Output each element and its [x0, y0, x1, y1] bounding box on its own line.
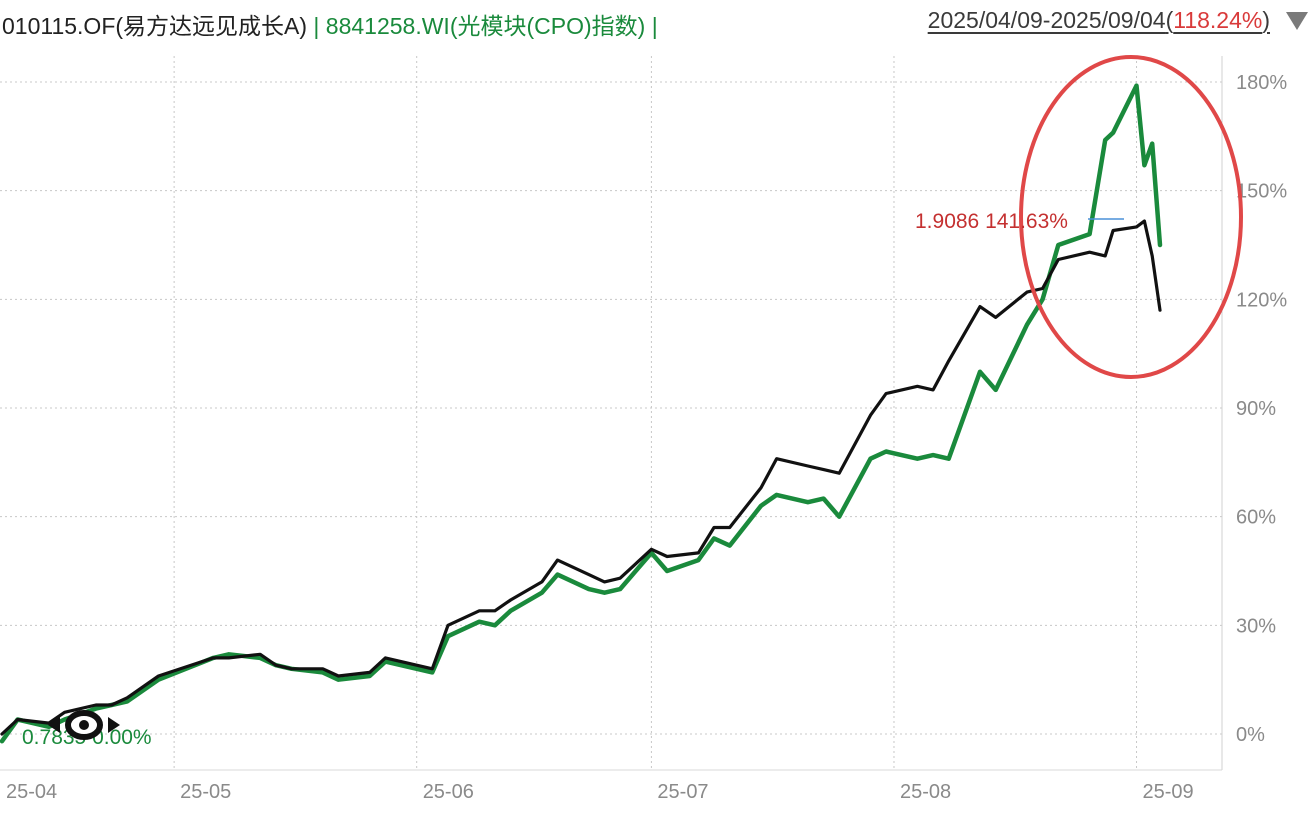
y-tick-label: 30%: [1236, 615, 1276, 637]
legend-header-series[interactable]: 010115.OF(易方达远见成长A) | 8841258.WI(光模块(CPO…: [2, 7, 658, 41]
fund-series-line[interactable]: [0, 219, 1162, 736]
grid: [0, 56, 1223, 771]
triangle-down-icon[interactable]: [1286, 12, 1308, 30]
x-tick-label: 25-05: [180, 781, 231, 803]
fund-series-label[interactable]: 010115.OF(易方达远见成长A): [2, 13, 308, 39]
index-series-label[interactable]: 8841258.WI(光模块(CPO)指数): [325, 13, 646, 39]
eye-marker-icon[interactable]: [48, 710, 120, 740]
series-lines: [0, 83, 1163, 744]
date-range-text: 2025/04/09-2025/09/04: [927, 7, 1166, 33]
range-close-paren: ): [1262, 7, 1270, 33]
x-tick-label: 25-06: [423, 781, 474, 803]
range-open-paren: (: [1165, 7, 1174, 33]
y-tick-label: 150%: [1236, 181, 1287, 203]
y-axis-ticks: 180% 150% 120% 90% 60% 30% 0%: [1236, 72, 1287, 746]
highlight-circle: [1019, 55, 1243, 379]
y-tick-label: 90%: [1236, 398, 1276, 420]
y-tick-label: 180%: [1236, 72, 1287, 94]
y-tick-label: 120%: [1236, 289, 1287, 311]
hover-value-label: 1.9086 141.63%: [915, 210, 1068, 233]
y-tick-label: 0%: [1236, 724, 1265, 746]
x-tick-label: 25-09: [1143, 781, 1194, 803]
start-annotation: 0.7835 0.00%: [22, 710, 152, 749]
legend-separator-end: |: [651, 13, 658, 39]
y-tick-label: 60%: [1236, 507, 1276, 529]
date-range-selector[interactable]: 2025/04/09-2025/09/04(118.24%): [928, 7, 1270, 34]
index-series-line[interactable]: [0, 83, 1163, 744]
x-tick-label: 25-04: [6, 781, 57, 803]
x-axis-ticks: 25-04 25-05 25-06 25-07 25-08 25-09: [6, 781, 1194, 803]
legend-separator: |: [313, 13, 320, 39]
range-return-value: 118.24%: [1173, 7, 1263, 33]
chart-header: 010115.OF(易方达远见成长A) | 8841258.WI(光模块(CPO…: [0, 0, 1316, 44]
x-tick-label: 25-07: [657, 781, 708, 803]
x-tick-label: 25-08: [900, 781, 951, 803]
hover-annotation: 1.9086 141.63%: [915, 210, 1124, 233]
